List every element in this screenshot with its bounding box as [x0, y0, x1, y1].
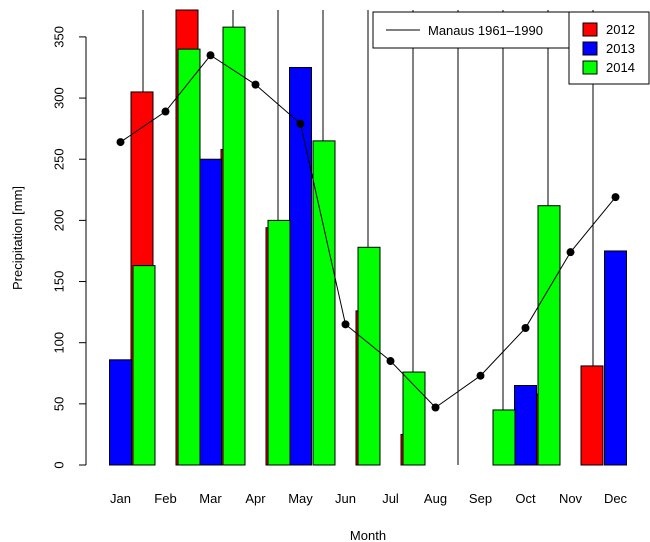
- x-tick-label-Oct: Oct: [515, 491, 536, 506]
- x-tick-label-Aug: Aug: [424, 491, 447, 506]
- y-tick-label: 0: [51, 461, 66, 468]
- bar-2014-Sep: [493, 410, 515, 465]
- legend-bars: 2012 2013 2014: [569, 12, 649, 84]
- bar-2014-Jun: [358, 247, 380, 465]
- legend-swatch-2013: [583, 42, 597, 55]
- y-tick-label: 300: [51, 87, 66, 109]
- climate-point-Sep: [477, 372, 485, 380]
- bar-2013-Jan: [110, 360, 132, 465]
- legend-label-2012: 2012: [606, 22, 635, 37]
- bar-2014-Mar: [223, 27, 245, 465]
- bar-2014-Feb: [178, 49, 200, 465]
- y-tick-label: 200: [51, 210, 66, 232]
- climate-point-Feb: [162, 108, 170, 116]
- bar-2012-Dec: [581, 366, 603, 465]
- y-tick-label: 50: [51, 397, 66, 411]
- y-tick-label: 100: [51, 332, 66, 354]
- bar-2014-Oct: [538, 206, 560, 465]
- x-axis-title: Month: [350, 528, 386, 542]
- y-tick-label: 150: [51, 271, 66, 293]
- x-tick-label-Nov: Nov: [559, 491, 583, 506]
- legend-label-2014: 2014: [606, 60, 635, 75]
- y-tick-label: 350: [51, 26, 66, 48]
- x-tick-label-Feb: Feb: [154, 491, 176, 506]
- legend-line-label: Manaus 1961–1990: [428, 23, 543, 38]
- bar-2014-Apr: [268, 220, 290, 465]
- x-tick-label-Mar: Mar: [199, 491, 222, 506]
- x-tick-label-Jun: Jun: [335, 491, 356, 506]
- x-tick-label-May: May: [288, 491, 313, 506]
- climate-point-Mar: [207, 51, 215, 59]
- climate-point-May: [297, 120, 305, 128]
- legend-swatch-2014: [583, 61, 597, 74]
- climate-point-Jan: [117, 138, 125, 146]
- climate-point-Jul: [387, 357, 395, 365]
- x-tick-label-Jul: Jul: [382, 491, 399, 506]
- climate-point-Oct: [522, 324, 530, 332]
- climate-point-Aug: [432, 404, 440, 412]
- climate-point-Nov: [567, 248, 575, 256]
- bar-2013-Mar: [200, 159, 222, 465]
- y-axis-title: Precipitation [mm]: [10, 186, 25, 290]
- x-tick-label-Jan: Jan: [110, 491, 131, 506]
- bar-2014-Jan: [133, 266, 155, 465]
- legend-label-2013: 2013: [606, 41, 635, 56]
- climate-point-Apr: [252, 81, 260, 89]
- legend-swatch-2012: [583, 23, 597, 36]
- climate-point-Dec: [612, 193, 620, 201]
- x-tick-label-Sep: Sep: [469, 491, 492, 506]
- bar-2014-May: [313, 141, 335, 465]
- bar-2013-Oct: [515, 385, 537, 465]
- x-tick-label-Apr: Apr: [245, 491, 266, 506]
- y-tick-label: 250: [51, 148, 66, 170]
- legend-climate-line: Manaus 1961–1990: [373, 12, 574, 48]
- climate-point-Jun: [342, 320, 350, 328]
- x-tick-label-Dec: Dec: [604, 491, 628, 506]
- bar-2013-Dec: [605, 251, 627, 465]
